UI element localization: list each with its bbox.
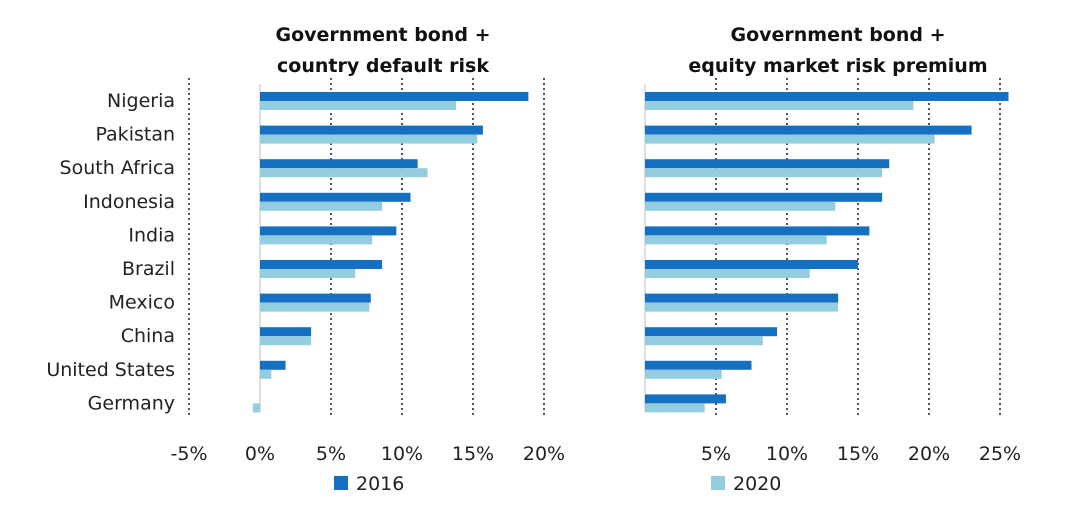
legend-swatch-2020 — [711, 476, 725, 490]
panel-title-line: equity market risk premium — [688, 55, 987, 77]
bar-2016-south-africa — [260, 159, 418, 169]
bar-2020-nigeria — [645, 101, 914, 110]
bar-2016-south-africa — [645, 159, 890, 169]
category-label: Germany — [88, 392, 175, 414]
bar-2016-pakistan — [260, 125, 483, 135]
category-label: China — [121, 325, 175, 347]
bar-2016-pakistan — [645, 125, 972, 135]
bar-2020-south-africa — [645, 168, 883, 178]
panel-title-line: country default risk — [277, 55, 489, 77]
legend-swatch-2016 — [334, 476, 348, 490]
bar-2016-indonesia — [260, 192, 411, 202]
panel-title-line: Government bond + — [275, 24, 490, 46]
bar-2016-nigeria — [260, 92, 529, 101]
bar-2016-india — [645, 226, 870, 236]
bar-2016-mexico — [645, 293, 839, 303]
category-label: Nigeria — [107, 90, 175, 112]
bar-2020-germany — [645, 403, 705, 413]
bar-2016-germany — [645, 394, 726, 404]
category-label: Pakistan — [95, 124, 175, 146]
bar-2020-china — [260, 336, 312, 346]
bar-2020-brazil — [645, 269, 810, 278]
category-label: South Africa — [60, 157, 175, 179]
bar-2016-united-states — [645, 360, 752, 370]
bar-2020-indonesia — [645, 201, 836, 211]
x-tick-label: 25% — [979, 443, 1021, 465]
bar-2016-china — [260, 327, 312, 337]
x-tick-label: 5% — [701, 443, 731, 465]
x-tick-label: 5% — [316, 443, 346, 465]
bar-2020-brazil — [260, 269, 356, 278]
category-label: Mexico — [109, 292, 175, 314]
x-tick-label: 20% — [908, 443, 950, 465]
bar-2020-south-africa — [260, 168, 428, 178]
panel-title-line: Government bond + — [730, 24, 945, 46]
bar-2020-germany — [252, 403, 260, 413]
x-tick-label: 10% — [766, 443, 808, 465]
legend-label: 2020 — [733, 473, 781, 495]
bar-2020-india — [260, 235, 373, 245]
bar-2016-brazil — [260, 260, 383, 269]
x-tick-label: 0% — [245, 443, 275, 465]
bar-2016-united-states — [260, 360, 286, 370]
bar-2016-india — [260, 226, 397, 236]
bar-2020-pakistan — [645, 134, 935, 144]
bar-2020-mexico — [260, 302, 370, 312]
x-tick-label: 10% — [381, 443, 423, 465]
bar-2016-brazil — [645, 260, 858, 269]
x-tick-label: 15% — [452, 443, 494, 465]
category-label: India — [128, 224, 175, 246]
category-label: United States — [46, 359, 175, 381]
bar-2016-china — [645, 327, 778, 337]
bar-2016-nigeria — [645, 92, 1009, 101]
x-tick-label: 15% — [837, 443, 879, 465]
x-tick-label: 20% — [523, 443, 565, 465]
bar-2020-nigeria — [260, 101, 456, 110]
bar-2020-united-states — [645, 369, 722, 379]
bar-2020-mexico — [645, 302, 839, 312]
x-tick-label: -5% — [171, 443, 208, 465]
bar-2020-indonesia — [260, 201, 383, 211]
bar-2020-india — [645, 235, 827, 245]
category-label: Brazil — [122, 258, 175, 280]
bar-2020-china — [645, 336, 763, 346]
bar-2020-united-states — [260, 369, 272, 379]
bar-2016-indonesia — [645, 192, 883, 202]
bar-2020-pakistan — [260, 134, 478, 144]
category-label: Indonesia — [83, 191, 175, 213]
legend-label: 2016 — [356, 473, 404, 495]
bar-2016-mexico — [260, 293, 371, 303]
